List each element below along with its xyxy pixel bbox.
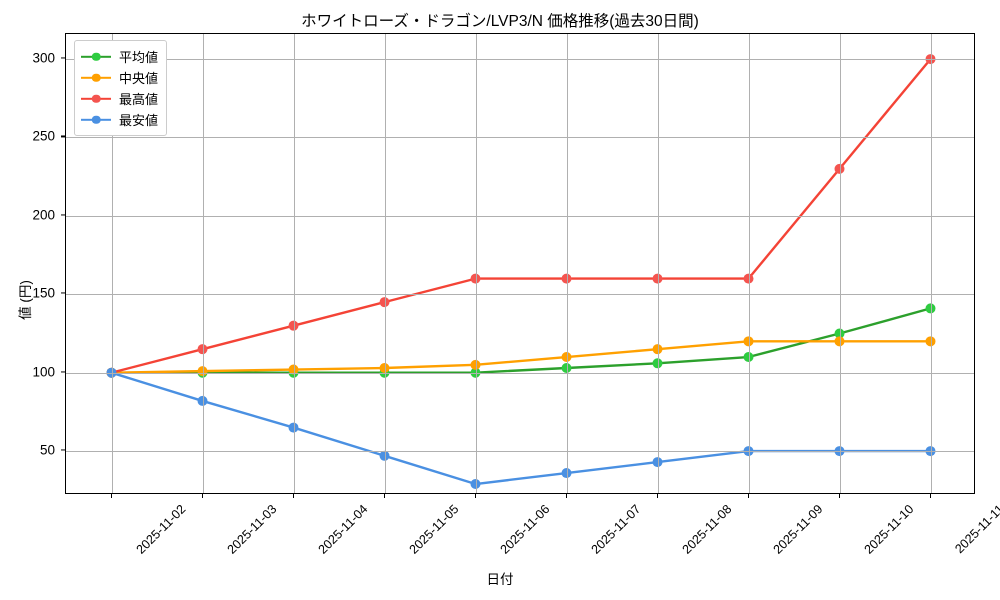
legend-swatch-icon (81, 113, 111, 127)
x-tick-label: 2025-11-03 (224, 502, 279, 557)
x-tick-label: 2025-11-06 (497, 502, 552, 557)
x-gridline (839, 34, 841, 493)
y-tick-mark (61, 57, 65, 59)
y-tick-mark (61, 135, 65, 138)
y-gridline (66, 294, 974, 296)
x-gridline (202, 34, 204, 493)
y-gridline (66, 372, 974, 374)
x-gridline (930, 34, 932, 493)
y-tick-mark (61, 292, 65, 294)
x-tick-label: 2025-11-05 (406, 502, 461, 557)
legend-item-4[interactable]: 最安値 (81, 109, 158, 130)
x-gridline (384, 34, 386, 493)
y-tick-mark (61, 214, 65, 216)
x-tick-label: 2025-11-07 (588, 502, 643, 557)
x-gridline (657, 34, 659, 493)
y-tick-label: 250 (32, 128, 55, 144)
x-tick-label: 2025-11-10 (861, 502, 916, 557)
y-gridline (66, 59, 974, 61)
y-tick-label: 150 (32, 285, 55, 301)
x-tick-label: 2025-11-02 (133, 502, 188, 557)
y-tick-label: 50 (39, 442, 55, 458)
y-gridline (66, 215, 974, 217)
x-gridline (111, 34, 113, 493)
legend-item-2[interactable]: 中央値 (81, 67, 158, 88)
legend-label: 中央値 (119, 71, 159, 86)
y-tick-mark (61, 449, 65, 451)
y-tick-label: 200 (32, 207, 55, 223)
chart-title: ホワイトローズ・ドラゴン/LVP3/N 価格推移(過去30日間) (301, 13, 699, 30)
x-tick-label: 2025-11-08 (679, 502, 734, 557)
y-gridline (66, 137, 974, 139)
x-tick-mark (383, 494, 385, 498)
legend-label: 平均値 (119, 50, 159, 65)
y-gridline (66, 451, 974, 453)
series-line (110, 57, 932, 374)
legend-item-3[interactable]: 最高値 (81, 88, 158, 109)
chart-legend: 平均値中央値最高値最安値 (74, 40, 168, 136)
legend-label: 最高値 (119, 92, 159, 107)
x-tick-mark (929, 494, 931, 498)
x-axis-label: 日付 (486, 572, 514, 587)
series-line (110, 340, 932, 374)
x-tick-mark (747, 494, 749, 498)
x-tick-mark (838, 494, 840, 498)
legend-swatch-icon (81, 50, 111, 64)
legend-label: 最安値 (119, 113, 159, 128)
x-tick-mark (565, 494, 567, 498)
x-tick-mark (110, 494, 112, 498)
x-tick-mark (201, 494, 203, 498)
x-tick-label: 2025-11-09 (770, 502, 825, 557)
x-gridline (475, 34, 477, 493)
legend-swatch-icon (81, 92, 111, 106)
x-tick-mark (656, 494, 658, 498)
y-tick-label: 100 (32, 364, 55, 380)
x-tick-label: 2025-11-04 (315, 502, 370, 557)
series-line (110, 371, 932, 486)
x-tick-label: 2025-11-11 (951, 502, 1000, 557)
x-gridline (748, 34, 750, 493)
legend-swatch-icon (81, 71, 111, 85)
y-tick-label: 300 (32, 50, 55, 66)
x-gridline (566, 34, 568, 493)
plot-area (65, 33, 975, 494)
legend-item-1[interactable]: 平均値 (81, 46, 158, 67)
y-tick-mark (61, 371, 65, 373)
x-tick-mark (292, 494, 294, 498)
x-gridline (293, 34, 295, 493)
x-tick-mark (474, 494, 476, 498)
y-axis-label: 値 (円) (17, 280, 33, 320)
